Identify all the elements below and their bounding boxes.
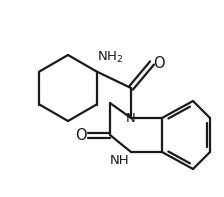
- Text: N: N: [126, 112, 136, 125]
- Text: O: O: [153, 56, 165, 71]
- Text: NH: NH: [109, 154, 129, 167]
- Text: O: O: [75, 127, 87, 142]
- Text: NH$_2$: NH$_2$: [97, 50, 124, 65]
